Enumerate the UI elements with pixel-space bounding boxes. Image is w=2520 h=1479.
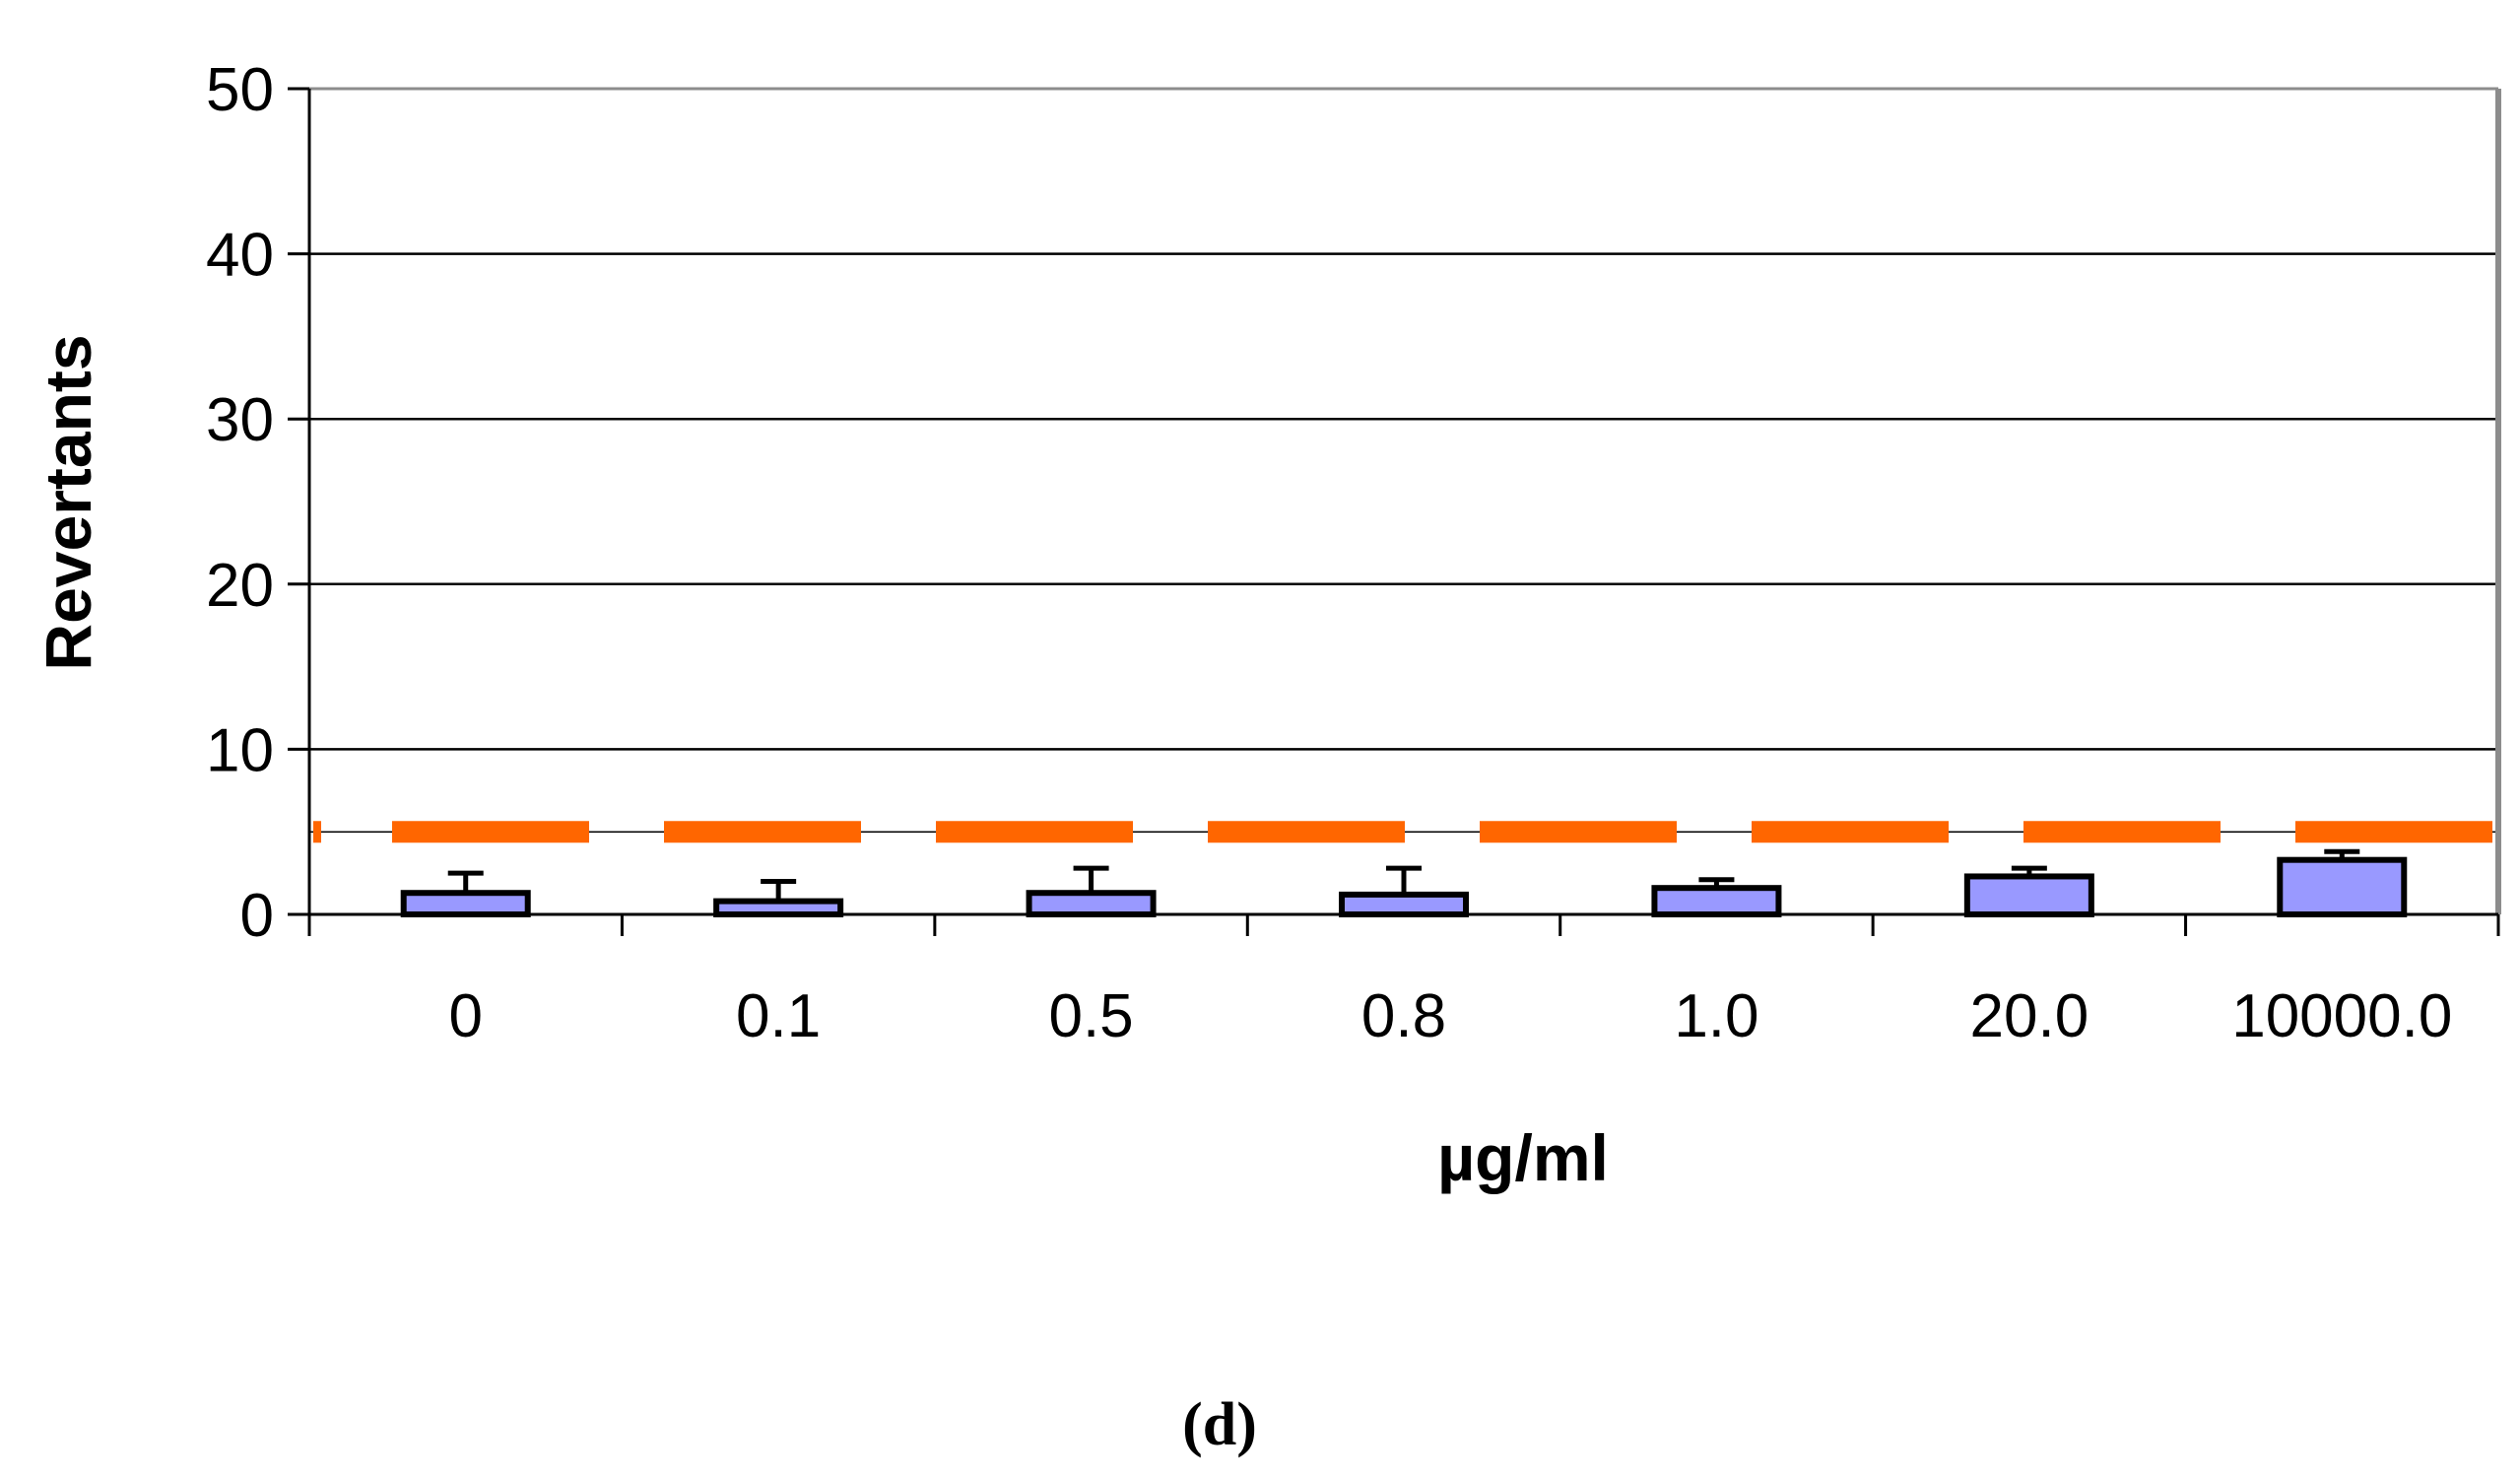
bar-20.0 — [1963, 873, 2094, 918]
bar-0 — [400, 890, 531, 917]
y-axis-title: Revertants — [32, 334, 104, 670]
panel-label: (d) — [1182, 1391, 1257, 1458]
y-ticks-group: 0 10 20 30 40 50 — [206, 56, 309, 950]
y-tick-label-10: 10 — [206, 716, 274, 784]
y-tick-label-50: 50 — [206, 56, 274, 124]
x-tick-label-0.8: 0.8 — [1361, 982, 1446, 1050]
x-axis-title: µg/ml — [1437, 1121, 1609, 1194]
y-tick-label-0: 0 — [240, 882, 274, 950]
x-tick-label-10000.0: 10000.0 — [2231, 982, 2452, 1050]
x-tick-label-0: 0 — [448, 982, 482, 1050]
x-tick-label-1.0: 1.0 — [1674, 982, 1758, 1050]
bar-0.1 — [713, 898, 844, 917]
axes-group — [307, 87, 2501, 916]
y-tick-label-40: 40 — [206, 222, 274, 290]
bar-10000.0 — [2277, 856, 2408, 918]
x-tick-label-0.1: 0.1 — [736, 982, 821, 1050]
y-tick-label-20: 20 — [206, 552, 274, 620]
bar-0.5 — [1026, 890, 1157, 917]
x-tick-label-20.0: 20.0 — [1970, 982, 2089, 1050]
bars-group — [400, 848, 2408, 918]
x-tick-label-0.5: 0.5 — [1048, 982, 1133, 1050]
y-tick-label-30: 30 — [206, 386, 274, 454]
bar-0.8 — [1339, 891, 1469, 917]
x-ticks-group: 0 0.1 0.5 0.8 1.0 20.0 10000.0 — [307, 914, 2500, 1050]
bar-1.0 — [1651, 885, 1782, 918]
gridlines — [309, 252, 2498, 751]
